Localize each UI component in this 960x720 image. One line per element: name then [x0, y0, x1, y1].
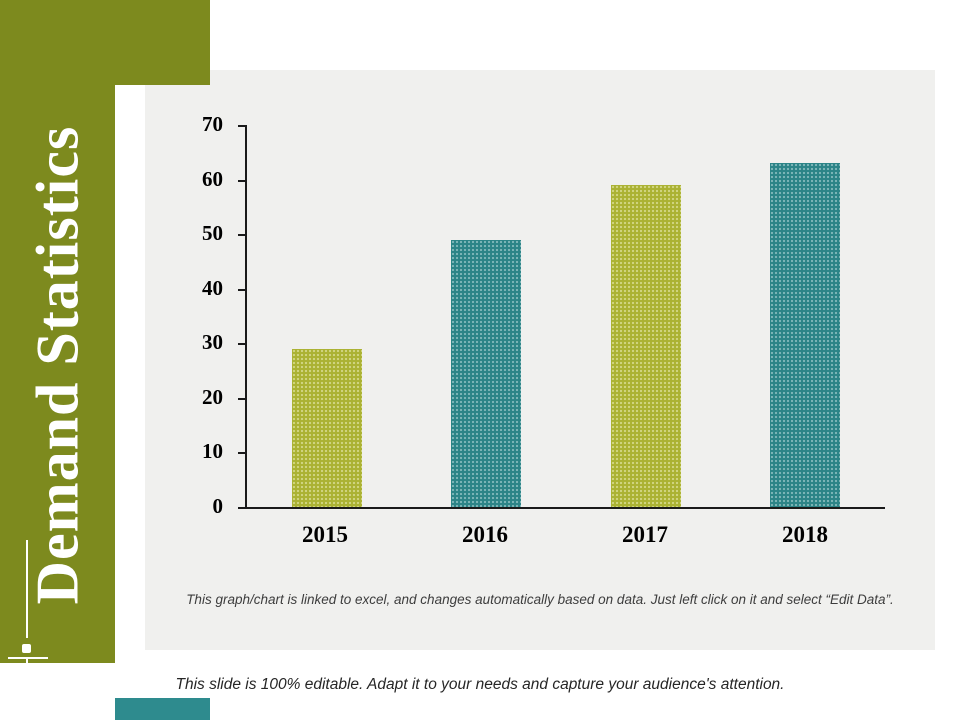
- chart-panel: 0 10 20 30 40 50 60 70 2015 2016 2017 2018 This gr…: [145, 70, 935, 650]
- y-tick-mark: [238, 507, 245, 509]
- y-tick-mark: [238, 343, 245, 346]
- y-tick-label: 30: [202, 330, 223, 355]
- y-tick-mark: [238, 234, 245, 237]
- decorative-line-horizontal: [8, 657, 48, 659]
- bar-slot: [247, 125, 407, 507]
- y-tick-label: 0: [212, 494, 224, 518]
- decorative-line-vertical: [26, 540, 28, 638]
- y-tick-label: 20: [202, 384, 223, 409]
- left-band: Demand Statistics: [0, 0, 115, 663]
- y-tick-mark: [238, 397, 245, 400]
- x-axis-label: 2015: [302, 522, 348, 547]
- y-tick-label: 50: [202, 221, 223, 246]
- decorative-dot: [22, 644, 31, 653]
- y-axis-labels: 0 10 20 30 40 50 60 70: [145, 114, 233, 517]
- bottom-accent-block: [115, 698, 210, 720]
- bar-2017[interactable]: [610, 185, 681, 507]
- y-tick-mark: [238, 125, 245, 127]
- y-tick-mark: [238, 288, 245, 291]
- decorative-line-vertical-small: [26, 657, 28, 663]
- chart-note: This graph/chart is linked to excel, and…: [186, 592, 894, 607]
- page-title: Demand Statistics: [24, 125, 90, 604]
- y-axis-ticks: [238, 125, 245, 509]
- footer-note: This slide is 100% editable. Adapt it to…: [175, 676, 785, 693]
- y-tick-label: 70: [202, 112, 223, 136]
- plot-area[interactable]: [245, 125, 885, 509]
- x-axis-labels: 2015 2016 2017 2018: [245, 522, 885, 548]
- y-tick-mark: [238, 179, 245, 182]
- bar-slot: [407, 125, 567, 507]
- bar-slot: [726, 125, 886, 507]
- x-axis-label: 2018: [782, 522, 828, 547]
- y-tick-label: 10: [202, 439, 223, 464]
- bar-slot: [566, 125, 726, 507]
- y-tick-mark: [238, 452, 245, 455]
- y-tick-label: 40: [202, 275, 223, 300]
- x-axis-label: 2017: [622, 522, 668, 547]
- bar-2018[interactable]: [770, 163, 841, 507]
- x-axis-label: 2016: [462, 522, 508, 547]
- bar-2015[interactable]: [291, 348, 362, 507]
- y-tick-label: 60: [202, 166, 223, 191]
- bar-2016[interactable]: [451, 239, 522, 507]
